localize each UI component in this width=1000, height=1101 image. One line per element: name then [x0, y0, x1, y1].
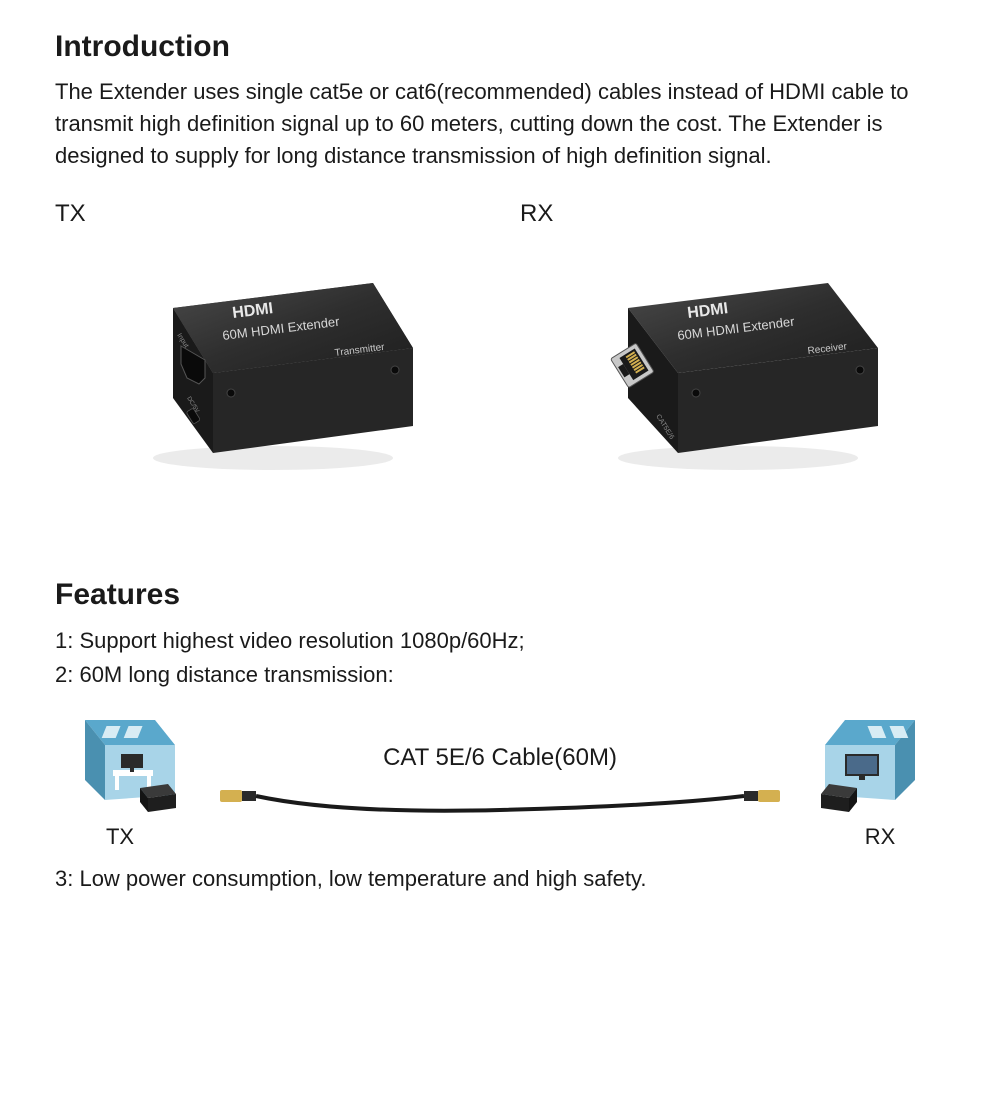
feature-item-2: 2: 60M long distance transmission:: [55, 658, 945, 692]
product-rx-label: RX: [520, 200, 945, 228]
diagram-tx-label: TX: [106, 824, 134, 850]
product-tx-image: HDMI 60M HDMI Extender Transmitter Input…: [55, 248, 480, 478]
features-list-continued: 3: Low power consumption, low temperatur…: [55, 862, 945, 896]
connection-diagram: TX CAT 5E/6 Cable(60M): [55, 710, 945, 850]
tx-device-icon: HDMI 60M HDMI Extender Transmitter Input…: [113, 258, 423, 478]
diagram-tx-endpoint: TX: [55, 710, 185, 850]
product-tx-label: TX: [55, 200, 480, 228]
rx-room-icon: [815, 710, 945, 820]
rx-device-icon: HDMI 60M HDMI Extender Receiver: [578, 258, 888, 478]
introduction-text: The Extender uses single cat5e or cat6(r…: [55, 76, 945, 172]
features-heading: Features: [55, 578, 945, 612]
diagram-rx-label: RX: [865, 824, 896, 850]
introduction-heading: Introduction: [55, 30, 945, 64]
diagram-rx-endpoint: RX: [815, 710, 945, 850]
product-row: TX: [55, 200, 945, 478]
product-rx-column: RX HDMI 60M HD: [520, 200, 945, 478]
product-tx-column: TX: [55, 200, 480, 478]
feature-item-1: 1: Support highest video resolution 1080…: [55, 624, 945, 658]
cable-caption: CAT 5E/6 Cable(60M): [383, 744, 617, 772]
diagram-cable: CAT 5E/6 Cable(60M): [185, 744, 815, 816]
product-rx-image: HDMI 60M HDMI Extender Receiver: [520, 248, 945, 478]
cable-icon: [220, 776, 780, 816]
feature-item-3: 3: Low power consumption, low temperatur…: [55, 862, 945, 896]
tx-room-icon: [55, 710, 185, 820]
features-list: 1: Support highest video resolution 1080…: [55, 624, 945, 692]
